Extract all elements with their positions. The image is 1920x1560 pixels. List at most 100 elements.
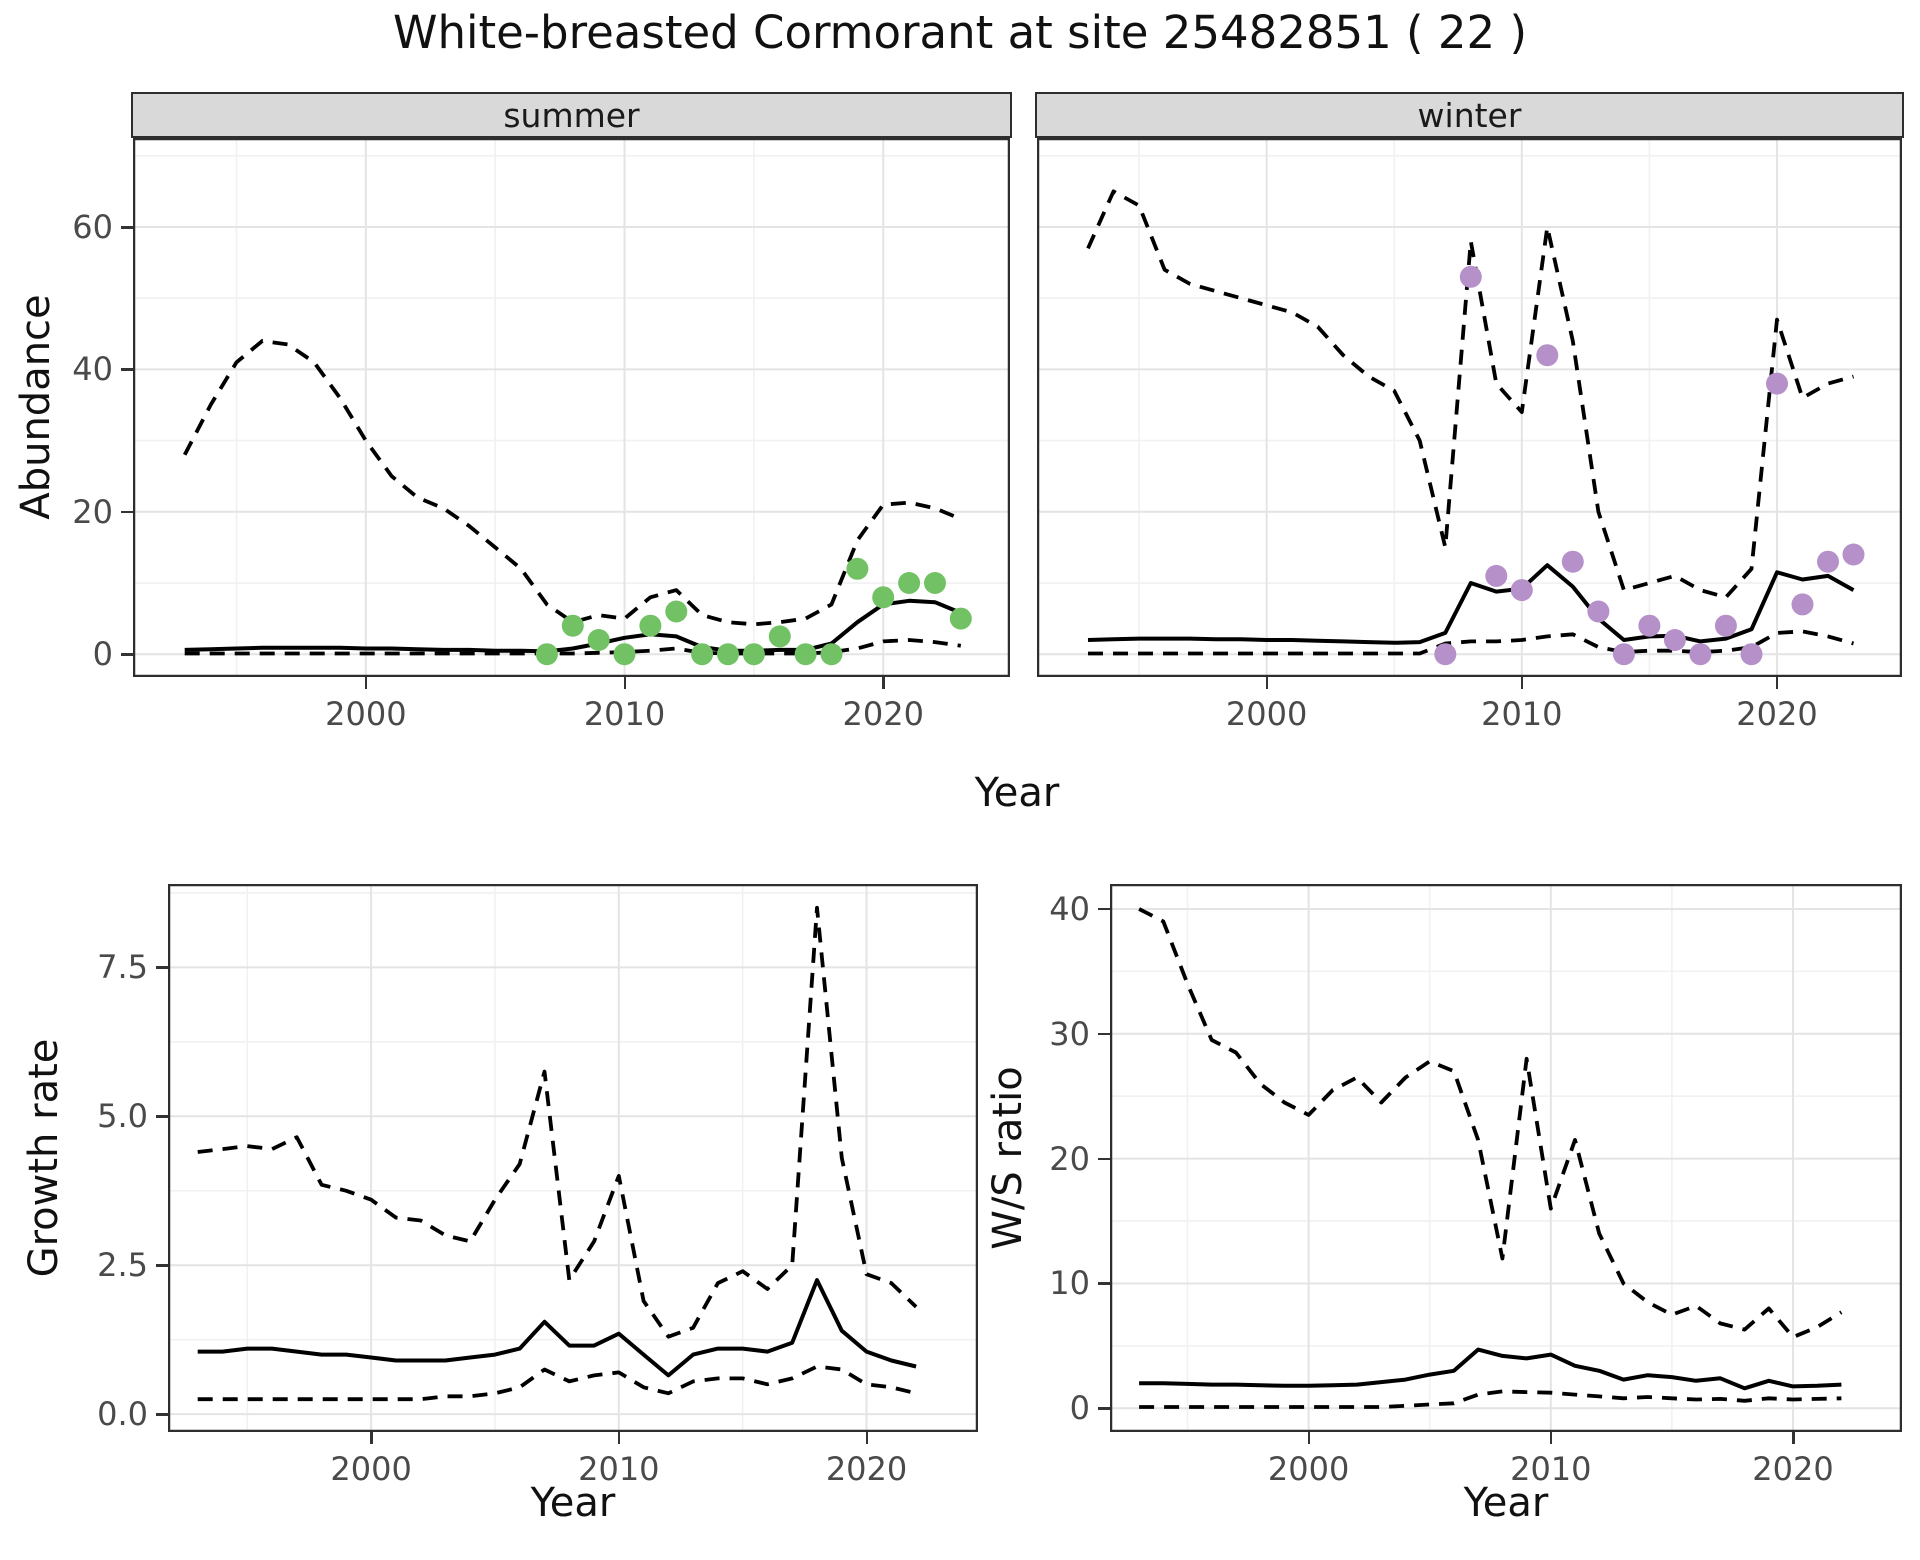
observed-count-point: [1689, 643, 1712, 666]
y-tick-mark: [1098, 1282, 1110, 1285]
observed-count-point: [1536, 344, 1559, 367]
y-tick-label: 20: [72, 492, 113, 531]
x-tick-mark: [1265, 677, 1269, 689]
y-axis-title-growth-rate: Growth rate: [21, 1038, 67, 1278]
chart-canvas: [1109, 883, 1903, 1433]
y-tick-mark: [156, 966, 168, 969]
x-tick-label: 2010: [583, 695, 666, 733]
observed-count-point: [768, 625, 791, 648]
upper-ci-line: [1086, 189, 1855, 600]
x-tick-label: 2000: [325, 695, 407, 733]
observed-count-point: [1510, 579, 1533, 602]
x-tick-label: 2020: [1752, 1450, 1834, 1488]
y-tick-mark: [121, 226, 133, 229]
y-tick-label: 60: [72, 208, 113, 246]
y-tick-mark: [1098, 1157, 1110, 1161]
facet-strip-winter-label: winter: [1417, 95, 1522, 135]
observed-count-point: [1459, 265, 1482, 288]
panel-border: [132, 137, 1011, 678]
panel-border: [167, 883, 979, 1433]
observed-count-point: [872, 586, 895, 609]
x-tick-label: 2010: [1481, 695, 1563, 733]
x-tick-label: 2010: [1510, 1450, 1592, 1488]
x-tick-mark: [865, 1432, 869, 1444]
y-tick-label: 0.0: [97, 1395, 148, 1434]
observed-count-point: [1638, 614, 1661, 637]
observed-count-point: [924, 572, 946, 594]
y-tick-mark: [156, 1264, 168, 1267]
chart-canvas: [167, 883, 979, 1433]
x-tick-mark: [364, 677, 368, 689]
x-tick-mark: [882, 677, 885, 689]
x-tick-mark: [1520, 677, 1524, 689]
y-axis-title-abundance: Abundance: [13, 294, 59, 520]
x-tick-label: 2000: [1225, 695, 1308, 733]
observed-count-point: [561, 614, 584, 637]
x-tick-mark: [1549, 1432, 1553, 1444]
y-tick-label: 7.5: [97, 948, 148, 987]
x-axis-title-year-ws: Year: [1463, 1480, 1549, 1526]
mean-line: [1139, 1347, 1842, 1391]
y-tick-mark: [1098, 907, 1110, 911]
observed-count-point: [949, 607, 972, 630]
y-tick-label: 0: [92, 635, 113, 674]
chart-canvas: [1036, 137, 1903, 678]
observed-count-point: [1434, 643, 1457, 666]
x-tick-mark: [1775, 677, 1779, 689]
facet-strip-summer: summer: [131, 92, 1012, 138]
observed-count-point: [613, 643, 636, 666]
x-axis-title-year-top: Year: [974, 770, 1060, 816]
lower-ci-line: [184, 638, 962, 656]
panel-ws-ratio: [1109, 883, 1903, 1433]
observed-count-point: [1791, 593, 1814, 616]
observed-count-point: [742, 643, 765, 666]
observed-count-point: [794, 643, 817, 666]
facet-strip-winter: winter: [1035, 92, 1904, 138]
x-tick-mark: [1792, 1432, 1795, 1444]
y-tick-label: 5.0: [97, 1097, 148, 1136]
mean-line: [197, 1278, 917, 1378]
observed-count-point: [1766, 372, 1788, 395]
observed-count-point: [1714, 614, 1737, 637]
observed-count-point: [1485, 564, 1508, 587]
chart-canvas: [132, 137, 1011, 678]
observed-count-point: [1842, 543, 1865, 566]
observed-count-point: [846, 557, 869, 580]
observed-count-point: [1612, 643, 1635, 666]
observed-count-point: [1561, 550, 1584, 573]
observed-count-point: [535, 643, 558, 666]
upper-ci-line: [197, 905, 918, 1339]
panel-border: [1036, 137, 1903, 678]
upper-ci-line: [183, 338, 962, 627]
observed-count-point: [1663, 629, 1686, 651]
y-tick-label: 10: [1049, 1264, 1090, 1303]
panel-abundance-summer: [132, 137, 1011, 678]
x-tick-label: 2020: [1736, 695, 1818, 733]
x-tick-label: 2020: [825, 1450, 908, 1488]
y-tick-label: 30: [1049, 1014, 1090, 1053]
chart-title: White-breasted Cormorant at site 2548285…: [392, 6, 1528, 59]
observed-count-point: [639, 614, 662, 637]
observed-count-point: [1817, 550, 1839, 573]
y-tick-label: 40: [72, 350, 113, 389]
lower-ci-line: [197, 1364, 917, 1402]
panel-border: [1109, 883, 1903, 1433]
facet-strip-summer-label: summer: [503, 95, 640, 135]
mean-line: [1087, 563, 1855, 645]
x-tick-mark: [1307, 1432, 1311, 1444]
x-tick-label: 2010: [578, 1450, 660, 1488]
y-tick-mark: [156, 1413, 168, 1416]
upper-ci-line: [1138, 907, 1843, 1340]
y-tick-mark: [1098, 1032, 1110, 1036]
observed-count-point: [717, 643, 739, 666]
panel-growth-rate: [167, 883, 979, 1433]
y-tick-label: 0: [1069, 1389, 1090, 1428]
lower-ci-line: [1139, 1389, 1842, 1409]
x-axis-title-year-growth: Year: [530, 1480, 616, 1526]
y-tick-mark: [121, 653, 133, 656]
y-tick-mark: [156, 1115, 168, 1118]
observed-count-point: [1587, 600, 1610, 623]
observed-count-point: [665, 600, 688, 623]
x-tick-mark: [617, 1432, 621, 1444]
